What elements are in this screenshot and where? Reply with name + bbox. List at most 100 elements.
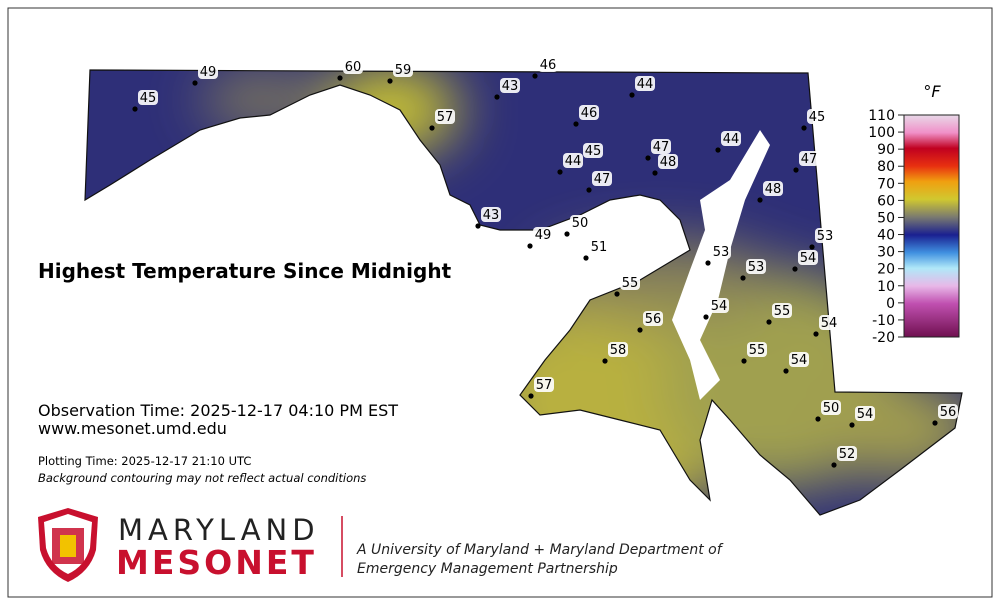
station-value: 59	[395, 63, 412, 78]
station-dot	[637, 327, 643, 333]
colorbar-tick-label: 10	[877, 279, 895, 295]
station-dot	[528, 393, 534, 399]
station-dot	[586, 187, 592, 193]
station-label-bg	[592, 171, 612, 186]
station-value: 47	[801, 152, 818, 167]
colorbar-unit: °F	[923, 82, 941, 101]
station-label-bg	[343, 59, 363, 74]
station-value: 55	[622, 276, 639, 291]
station-dot	[705, 260, 711, 266]
colorbar-tick-label: -20	[872, 330, 895, 346]
station-value: 54	[711, 299, 728, 314]
station-label-bg	[435, 109, 455, 124]
station-value: 53	[713, 245, 730, 260]
station-value: 46	[540, 58, 557, 73]
station-dot	[475, 223, 481, 229]
colorbar-tick-label: 40	[877, 228, 895, 244]
station-value: 57	[536, 378, 553, 393]
station-dot	[602, 358, 608, 364]
station-value: 54	[791, 353, 808, 368]
station-value: 57	[437, 110, 454, 125]
station-value: 44	[637, 77, 654, 92]
station-label-bg	[570, 215, 590, 230]
station-dot	[614, 291, 620, 297]
station-dot	[703, 314, 709, 320]
note: Background contouring may not reflect ac…	[38, 471, 366, 485]
station-value: 50	[823, 401, 840, 416]
station-dot	[337, 75, 343, 81]
station-label-bg	[481, 207, 501, 222]
station-dot	[494, 94, 500, 100]
station-dot	[792, 266, 798, 272]
station-dot	[629, 92, 635, 98]
station-dot	[801, 125, 807, 131]
station-label-bg	[819, 315, 839, 330]
colorbar-tick-label: 30	[877, 245, 895, 261]
logo-line1: MARYLAND	[118, 513, 320, 547]
station-label-bg	[635, 76, 655, 91]
station-dot	[740, 275, 746, 281]
colorbar-tick-label: 90	[877, 142, 895, 158]
station-label-bg	[815, 228, 835, 243]
station-value: 55	[749, 343, 766, 358]
station-value: 56	[940, 405, 957, 420]
station-dot	[766, 319, 772, 325]
station-value: 45	[585, 144, 602, 159]
partnership-line: Emergency Management Partnership	[357, 561, 618, 577]
station-value: 60	[345, 60, 362, 75]
station-dot	[652, 170, 658, 176]
website: www.mesonet.umd.edu	[38, 419, 227, 438]
station-dot	[429, 125, 435, 131]
station-dot	[192, 80, 198, 86]
colorbar-tick-label: -10	[872, 313, 895, 329]
station-value: 49	[535, 228, 552, 243]
station-label-bg	[583, 143, 603, 158]
station-dot	[645, 155, 651, 161]
station-value: 44	[565, 154, 582, 169]
colorbar	[903, 114, 960, 338]
station-value: 46	[581, 106, 598, 121]
colorbar-tick-label: 80	[877, 159, 895, 175]
station-label-bg	[938, 404, 958, 419]
colorbar-tick-label: 70	[877, 176, 895, 192]
station-label-bg	[651, 139, 671, 154]
station-label-bg	[855, 406, 875, 421]
colorbar-tick-label: 100	[868, 125, 895, 141]
station-label-bg	[534, 377, 554, 392]
station-dot	[932, 420, 938, 426]
station-label-bg	[500, 78, 520, 93]
station-label-bg	[643, 311, 663, 326]
logo-line2: MESONET	[116, 543, 317, 582]
station-dot	[757, 197, 763, 203]
station-value: 52	[839, 447, 856, 462]
colorbar-tick-label: 60	[877, 193, 895, 209]
colorbar-tick-label: 0	[886, 296, 895, 312]
station-label-bg	[807, 109, 827, 124]
station-dot	[741, 358, 747, 364]
station-value: 50	[572, 216, 589, 231]
station-value: 44	[723, 132, 740, 147]
station-dot	[132, 106, 138, 112]
map-title: Highest Temperature Since Midnight	[38, 259, 452, 283]
colorbar-tick-label: 110	[868, 108, 895, 124]
station-value: 51	[591, 240, 608, 255]
station-dot	[715, 147, 721, 153]
station-label-bg	[821, 400, 841, 415]
station-dot	[849, 422, 855, 428]
station-label-bg	[533, 227, 553, 242]
station-dot	[831, 462, 837, 468]
station-label-bg	[138, 90, 158, 105]
station-dot	[815, 416, 821, 422]
colorbar-tick-label: 50	[877, 210, 895, 226]
station-dot	[793, 167, 799, 173]
station-label-bg	[837, 446, 857, 461]
station-dot	[387, 78, 393, 84]
station-label-bg	[798, 250, 818, 265]
partnership-line: A University of Maryland + Maryland Depa…	[356, 542, 724, 558]
station-value: 49	[200, 65, 217, 80]
station-value: 54	[800, 251, 817, 266]
station-value: 53	[817, 229, 834, 244]
station-label-bg	[608, 342, 628, 357]
station-value: 47	[594, 172, 611, 187]
frame	[7, 7, 993, 598]
